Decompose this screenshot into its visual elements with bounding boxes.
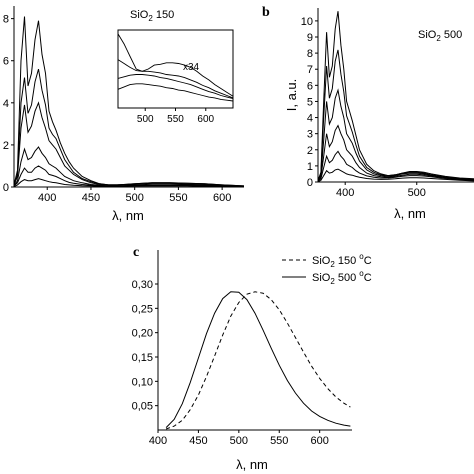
panel-c-series-2-line: [165, 291, 351, 428]
panel-b-x-label: λ, nm: [394, 206, 426, 221]
panel-c-legend: SiO2 150 oC SiO2 500 oC: [282, 252, 372, 286]
panel-b-y-tick-label: 6: [307, 80, 313, 92]
panel-c-series-group: [165, 291, 351, 430]
panel-b-y-tick-label: 8: [307, 48, 313, 60]
legend-label-150: SiO2 150 oC: [312, 252, 372, 269]
inset-series-4-line: [117, 83, 234, 102]
inset-frame: [117, 29, 234, 109]
panel-c-x-label: λ, nm: [236, 457, 268, 472]
inset-x-ticks: 500 550 600: [137, 108, 215, 125]
panel-a-y-tick-label: 0: [3, 182, 9, 194]
panel-b-series-4-line: [317, 124, 474, 182]
panel-b-y-tick-label: 4: [307, 113, 313, 125]
panel-a-series-6-line: [13, 178, 245, 188]
panel-b-y-tick-label: 3: [307, 129, 313, 141]
panel-b-y-ticks: 0 1 2 3 4 5 6 7 8 9 10: [301, 16, 318, 189]
panel-b-y-tick-label: 1: [307, 161, 313, 173]
panel-b-y-label: I, a.u.: [284, 79, 299, 112]
panel-b-y-tick-label: 2: [307, 145, 313, 157]
panel-a-series-5-line: [13, 165, 245, 188]
panel-a-x-tick-label: 400: [38, 192, 56, 204]
panel-c-y-tick-label: 0,10: [132, 376, 153, 388]
panel-c-x-tick-label: 400: [149, 435, 167, 447]
panel-b-x-tick-label: 500: [408, 187, 426, 199]
panel-c-x-tick-label: 450: [189, 435, 207, 447]
panel-a-series-label: SiO2 150: [130, 9, 174, 23]
panel-c-y-tick-label: 0,20: [132, 328, 153, 340]
panel-c-x-ticks: 400 450 500 550 600: [149, 430, 329, 447]
panel-c-letter: c: [133, 245, 139, 260]
panel-a-series-3-line: [13, 101, 245, 187]
panel-a-series-4-line: [13, 146, 245, 187]
panel-c-x-tick-label: 500: [230, 435, 248, 447]
panel-b-series-5-line: [317, 150, 474, 182]
panel-b-y-tick-label: 10: [301, 16, 313, 28]
panel-b-letter: b: [262, 5, 270, 20]
panel-b-chart: b 400 500 0 1 2 3 4 5 6 7 8 9 10 SiO2 500 I, a.u. λ…: [262, 5, 474, 221]
inset-x-tick-label: 600: [197, 114, 214, 125]
inset-series-2-line: [117, 59, 234, 99]
panel-a-y-tick-label: 6: [3, 56, 9, 68]
panel-a-y-tick-label: 2: [3, 140, 9, 152]
panel-a-x-tick-label: 550: [169, 192, 187, 204]
panel-a-x-tick-label: 600: [213, 192, 231, 204]
panel-a-x-label: λ, nm: [112, 208, 144, 223]
panel-a-x-ticks: 400 450 500 550 600: [38, 187, 231, 204]
panel-c-y-tick-label: 0,05: [132, 401, 153, 413]
panel-a-series-group: [13, 16, 245, 188]
panel-a-y-tick-label: 4: [3, 98, 9, 110]
panel-b-series-1-line: [317, 11, 474, 181]
panel-a-y-tick-label: 8: [3, 14, 9, 26]
panel-b-series-6-line: [317, 168, 474, 183]
panel-c-y-ticks: 0,05 0,10 0,15 0,20 0,25 0,30: [132, 279, 158, 413]
legend-label-500: SiO2 500 oC: [312, 269, 372, 286]
panel-b-series-3-line: [317, 88, 474, 181]
inset-series-1-line: [117, 33, 234, 97]
panel-a-chart: 400 450 500 550 600 0 2 4 6 8 SiO2 150 λ, nm 500…: [3, 6, 245, 223]
panel-a-inset: 500 550 600 x34: [117, 29, 234, 125]
panel-b-y-tick-label: 5: [307, 96, 313, 108]
panel-a-series-2-line: [13, 68, 245, 187]
inset-x-tick-label: 500: [137, 114, 154, 125]
panel-b-y-tick-label: 9: [307, 32, 313, 44]
panel-b-y-tick-label: 7: [307, 64, 313, 76]
panel-c-y-tick-label: 0,15: [132, 352, 153, 364]
panel-a-x-tick-label: 500: [126, 192, 144, 204]
inset-series-3-line: [117, 74, 234, 100]
panel-c-x-tick-label: 600: [310, 435, 328, 447]
inset-x-tick-label: 550: [167, 114, 184, 125]
panel-b-y-tick-label: 0: [307, 177, 313, 189]
panel-b-x-ticks: 400 500: [336, 182, 426, 199]
panel-c-y-tick-label: 0,30: [132, 279, 153, 291]
panel-c-series-1-line: [165, 291, 351, 430]
panel-a-x-tick-label: 450: [82, 192, 100, 204]
panel-c-chart: c 400 450 500 550 600 0,050,100,150,200,250,…: [132, 245, 372, 472]
panel-a-y-ticks: 0 2 4 6 8: [3, 14, 14, 194]
panel-b-series-group: [317, 11, 474, 183]
panel-c-y-tick-label: 0,25: [132, 303, 153, 315]
panel-b-series-2-line: [317, 49, 474, 181]
panel-c-x-tick-label: 550: [270, 435, 288, 447]
inset-scale-label: x34: [183, 62, 200, 73]
panel-b-x-tick-label: 400: [336, 187, 354, 199]
panel-b-series-label: SiO2 500: [418, 29, 462, 43]
inset-series-group: [117, 33, 234, 102]
